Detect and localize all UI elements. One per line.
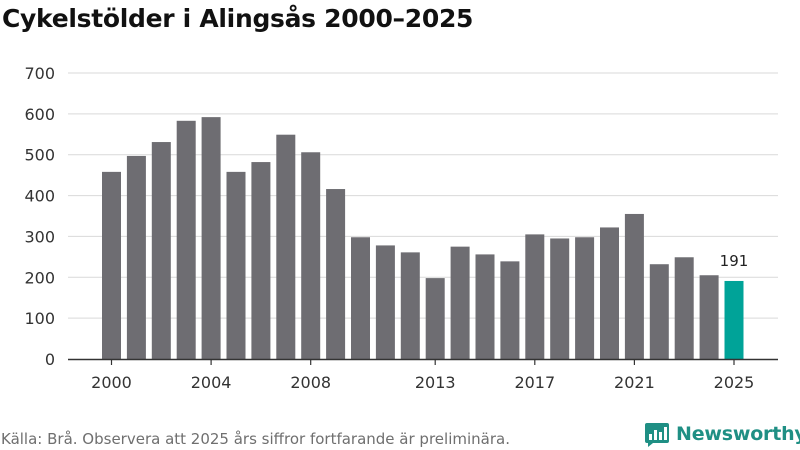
bar-2013: [425, 278, 445, 359]
bar-2021: [624, 213, 644, 359]
bar-2005: [226, 171, 246, 359]
x-axis: [68, 358, 778, 365]
source-note: Källa: Brå. Observera att 2025 års siffr…: [1, 430, 510, 448]
x-tick-label: 2004: [191, 373, 232, 392]
grid-lines: [68, 72, 778, 319]
y-tick-label: 200: [24, 268, 55, 287]
y-tick-label: 500: [24, 146, 55, 165]
bars: [102, 117, 744, 359]
bar-2018: [550, 238, 570, 359]
chart-title: Cykelstölder i Alingsås 2000–2025: [2, 4, 474, 33]
bar-2024: [699, 275, 719, 359]
x-axis-tick-labels: 2000 2004 2008 2013 2017 2021 2025: [91, 373, 754, 392]
y-tick-label: 700: [24, 64, 55, 83]
y-tick-label: 600: [24, 105, 55, 124]
data-labels: 191: [720, 252, 749, 270]
y-tick-label: 300: [24, 227, 55, 246]
x-tick-label: 2008: [290, 373, 331, 392]
bar-2017: [525, 234, 545, 359]
x-tick-label: 2025: [714, 373, 755, 392]
bar-2014: [450, 246, 470, 359]
bar-2000: [102, 171, 121, 359]
bar-2007: [276, 134, 296, 359]
bar-2025: [724, 280, 744, 359]
bar-2002: [151, 142, 171, 359]
x-tick-label: 2013: [415, 373, 456, 392]
bar-2023: [674, 257, 694, 359]
bar-2010: [351, 237, 370, 359]
y-tick-label: 400: [24, 187, 55, 206]
y-axis-tick-labels: 0 100 200 300 400 500 600 700: [24, 64, 55, 369]
bar-2001: [126, 155, 146, 359]
x-tick-label: 2021: [614, 373, 655, 392]
bar-2015: [475, 254, 495, 359]
bar-2019: [575, 237, 595, 359]
brand-logo[interactable]: Newsworthy: [644, 421, 800, 447]
y-tick-label: 100: [24, 309, 55, 328]
x-tick-label: 2000: [91, 373, 132, 392]
bar-2022: [649, 264, 669, 359]
bar-2008: [301, 152, 321, 359]
bar-2006: [251, 162, 271, 359]
bar-2003: [176, 120, 196, 359]
bar-2012: [400, 252, 420, 359]
bar-2016: [500, 261, 520, 359]
bar-2009: [326, 189, 346, 359]
bar-2004: [201, 117, 221, 359]
y-tick-label: 0: [45, 350, 55, 369]
newsworthy-logo-icon: [645, 423, 669, 447]
brand-name: Newsworthy: [676, 423, 800, 445]
x-tick-label: 2017: [514, 373, 555, 392]
bar-2011: [375, 245, 395, 359]
bar-2020: [600, 227, 619, 359]
data-label-2025: 191: [720, 252, 749, 270]
